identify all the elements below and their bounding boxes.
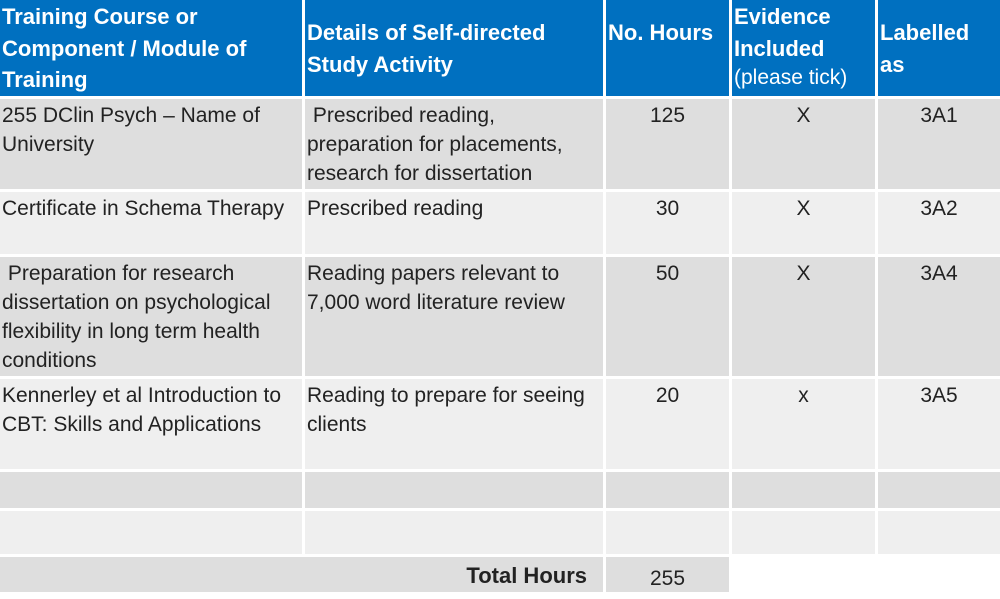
row3-course: Preparation for research dissertation on… <box>0 257 302 376</box>
header-evidence: Evidence Included (please tick) <box>732 0 875 96</box>
row4-details: Reading to prepare for seeing clients <box>305 379 603 469</box>
row1-label: 3A1 <box>878 99 1000 189</box>
header-evidence-label: Evidence Included <box>734 4 831 61</box>
row2-hours: 30 <box>606 192 729 254</box>
row1-course: 255 DClin Psych – Name of University <box>0 99 302 189</box>
row1-evidence: X <box>732 99 875 189</box>
row3-evidence: X <box>732 257 875 376</box>
row6-hours <box>606 511 729 554</box>
row2-label: 3A2 <box>878 192 1000 254</box>
row6-evidence <box>732 511 875 554</box>
row3-hours: 50 <box>606 257 729 376</box>
header-course: Training Course or Component / Module of… <box>0 0 302 96</box>
row2-details: Prescribed reading <box>305 192 603 254</box>
row6-label <box>878 511 1000 554</box>
total-hours-value: 255 <box>606 557 729 592</box>
row6-details <box>305 511 603 554</box>
header-details: Details of Self-directed Study Activity <box>305 0 603 96</box>
row6-course <box>0 511 302 554</box>
row5-evidence <box>732 472 875 508</box>
total-hours-label: Total Hours <box>0 557 603 592</box>
row4-course: Kennerley et al Introduction to CBT: Ski… <box>0 379 302 469</box>
header-label: Labelled as <box>878 0 1000 96</box>
row4-label: 3A5 <box>878 379 1000 469</box>
row5-details <box>305 472 603 508</box>
row3-label: 3A4 <box>878 257 1000 376</box>
row5-label <box>878 472 1000 508</box>
row2-evidence: X <box>732 192 875 254</box>
row4-evidence: x <box>732 379 875 469</box>
row5-course <box>0 472 302 508</box>
row4-hours: 20 <box>606 379 729 469</box>
header-hours: No. Hours <box>606 0 729 96</box>
row2-course: Certificate in Schema Therapy <box>0 192 302 254</box>
row1-hours: 125 <box>606 99 729 189</box>
row3-details: Reading papers relevant to 7,000 word li… <box>305 257 603 376</box>
header-evidence-note: (please tick) <box>734 66 848 89</box>
row5-hours <box>606 472 729 508</box>
row1-details: Prescribed reading, preparation for plac… <box>305 99 603 189</box>
